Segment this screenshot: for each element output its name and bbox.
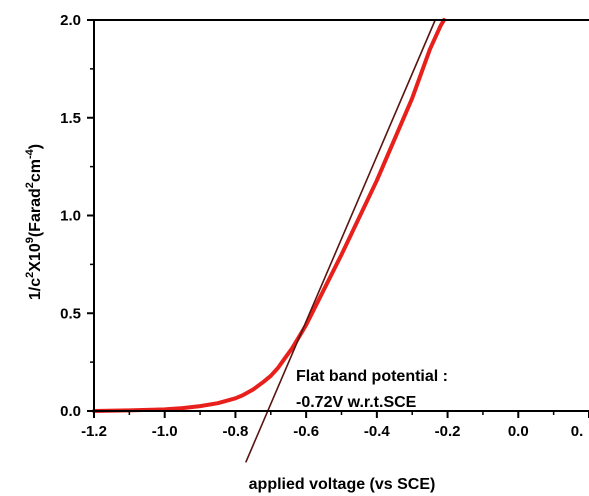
y-tick-label: 1.5 [60, 110, 81, 127]
linear-fit-line [245, 19, 437, 463]
annotation-line-1: Flat band potential : [296, 368, 448, 385]
y-tick-label: 2.0 [60, 12, 81, 29]
annotation-line-2: -0.72V w.r.t.SCE [296, 394, 417, 411]
x-tick-label: -0.2 [435, 423, 461, 440]
x-tick-label: -0.6 [293, 423, 319, 440]
x-tick-label: -0.8 [222, 423, 248, 440]
mott-schottky-curve [92, 18, 446, 413]
x-tick-label: 0. [571, 423, 584, 440]
y-tick-label: 0.5 [60, 305, 81, 322]
x-tick-label: -1.0 [152, 423, 178, 440]
y-tick-label: 0.0 [60, 403, 81, 420]
x-tick-label: -0.4 [364, 423, 391, 440]
x-tick-label: 0.0 [508, 423, 529, 440]
x-axis-label: applied voltage (vs SCE) [249, 476, 436, 493]
y-tick-label: 1.0 [60, 208, 81, 225]
x-tick-label: -1.2 [81, 423, 107, 440]
y-axis-label: 1/c2X109(Farad2cm-4) [24, 144, 44, 300]
